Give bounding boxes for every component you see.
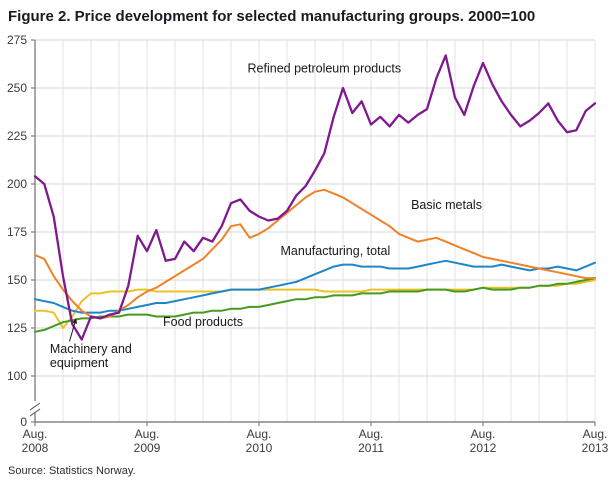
annotation-machinery-and-equipment: Machinery and equipment	[50, 342, 132, 370]
y-zero-label: 0	[20, 415, 27, 429]
series-line-basic-metals	[34, 188, 596, 320]
x-tick-label: Aug. 2009	[134, 427, 161, 455]
annotation-refined-petroleum-products: Refined petroleum products	[248, 62, 402, 76]
series-line-food-products	[34, 277, 596, 333]
y-tick-label: 200	[7, 177, 27, 191]
figure-title: Figure 2. Price development for selected…	[8, 8, 536, 25]
series-line-refined-petroleum-products	[33, 54, 597, 341]
x-tick-label: Aug. 2010	[246, 427, 273, 455]
source-note: Source: Statistics Norway.	[8, 465, 136, 477]
series-line-manufacturing-total	[34, 259, 596, 314]
y-tick-label: 225	[7, 129, 27, 143]
axis-break-mark	[29, 408, 41, 417]
y-tick-label: 150	[7, 273, 27, 287]
y-tick-label: 175	[7, 225, 27, 239]
x-tick-label: Aug. 2013	[582, 427, 609, 455]
y-tick-label: 125	[7, 321, 27, 335]
annotation-basic-metals: Basic metals	[411, 198, 482, 212]
x-tick-label: Aug. 2011	[358, 427, 384, 455]
axis-break-mark	[29, 402, 41, 411]
annotation-arrow	[69, 318, 78, 342]
x-tick-label: Aug. 2008	[22, 427, 49, 455]
y-tick-label: 100	[7, 369, 27, 383]
annotation-manufacturing-total: Manufacturing, total	[281, 244, 391, 258]
y-tick-label: 275	[7, 33, 27, 47]
y-tick-label: 250	[7, 81, 27, 95]
annotation-food-products: Food products	[163, 315, 243, 329]
series-line-machinery-and-equipment	[34, 279, 596, 329]
x-tick-label: Aug. 2012	[470, 427, 497, 455]
